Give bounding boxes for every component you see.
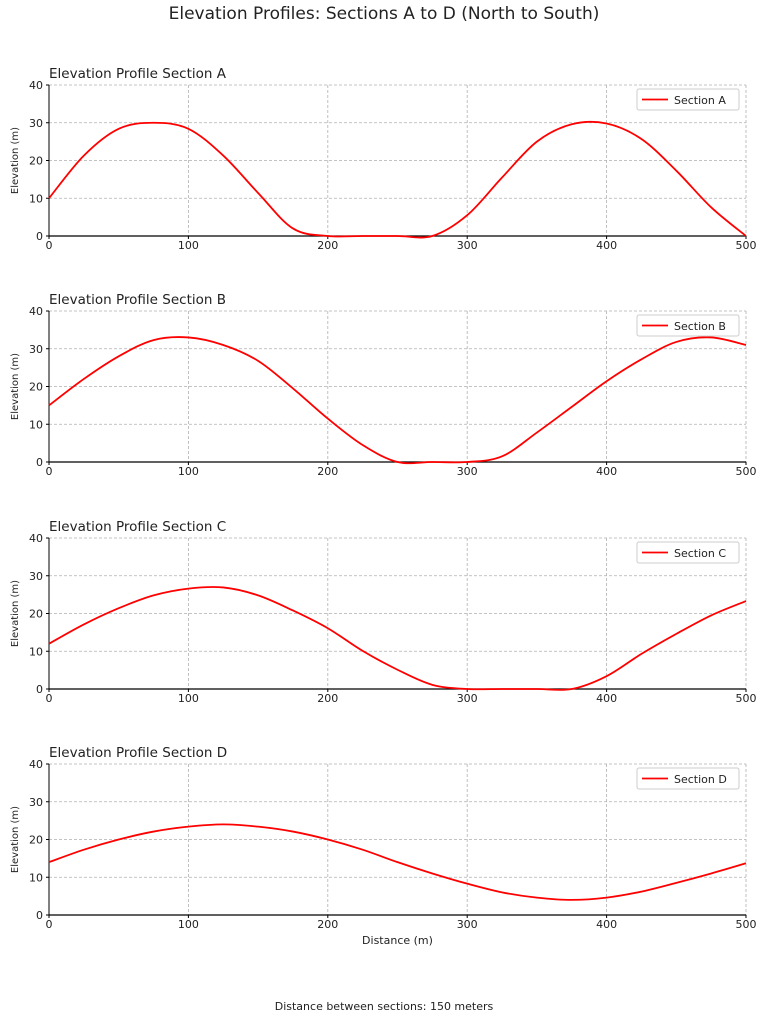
- chart-panel-3: 0 100 200 300 400 500 0 10 20 30 40 Elevation Profi…: [10, 745, 757, 947]
- y-tick-label: 10: [29, 871, 43, 884]
- y-tick-label: 20: [29, 155, 43, 168]
- y-tick-label: 0: [36, 683, 43, 696]
- x-tick-label: 100: [178, 692, 199, 705]
- x-tick-label: 500: [736, 239, 757, 252]
- x-tick-label: 300: [457, 239, 478, 252]
- y-tick-label: 0: [36, 456, 43, 469]
- y-axis-label: Elevation (m): [10, 127, 21, 194]
- chart-panel-1: 0 100 200 300 400 500 0 10 20 30 40 Elevation Profi…: [10, 292, 757, 478]
- series-line-section-b: [48, 336, 747, 465]
- x-tick-label: 0: [46, 918, 53, 931]
- x-tick-label: 0: [46, 465, 53, 478]
- legend: Section A: [636, 88, 740, 111]
- legend-label: Section C: [674, 547, 726, 560]
- x-tick-label: 300: [457, 692, 478, 705]
- x-axis-label: Distance (m): [362, 934, 433, 947]
- x-tick-label: 0: [46, 239, 53, 252]
- chart-panel-0: 0 100 200 300 400 500 0 10 20 30 40 Elevation Profi…: [10, 66, 757, 252]
- legend: Section D: [636, 767, 740, 790]
- x-tick-label: 500: [736, 918, 757, 931]
- y-tick-label: 30: [29, 796, 43, 809]
- panel-title: Elevation Profile Section A: [49, 66, 227, 82]
- series-line-section-d: [48, 823, 747, 901]
- x-tick-label: 0: [46, 692, 53, 705]
- y-tick-label: 30: [29, 343, 43, 356]
- x-tick-label: 200: [317, 692, 338, 705]
- y-tick-label: 40: [29, 305, 43, 318]
- x-tick-label: 500: [736, 692, 757, 705]
- panel-title: Elevation Profile Section B: [49, 292, 226, 308]
- x-tick-label: 100: [178, 239, 199, 252]
- x-tick-label: 100: [178, 918, 199, 931]
- x-tick-label: 100: [178, 465, 199, 478]
- x-tick-label: 400: [596, 918, 617, 931]
- y-tick-label: 0: [36, 230, 43, 243]
- x-tick-label: 300: [457, 918, 478, 931]
- y-tick-label: 30: [29, 570, 43, 583]
- x-tick-label: 200: [317, 465, 338, 478]
- figure-title: Elevation Profiles: Sections A to D (Nor…: [168, 4, 600, 24]
- y-tick-label: 20: [29, 834, 43, 847]
- legend-box: [636, 541, 740, 564]
- x-tick-label: 300: [457, 465, 478, 478]
- legend-label: Section B: [674, 320, 726, 333]
- x-tick-label: 400: [596, 465, 617, 478]
- x-tick-label: 200: [317, 918, 338, 931]
- y-tick-label: 30: [29, 117, 43, 130]
- y-tick-label: 10: [29, 192, 43, 205]
- x-tick-label: 200: [317, 239, 338, 252]
- legend-label: Section D: [674, 773, 727, 786]
- chart-panel-2: 0 100 200 300 400 500 0 10 20 30 40 Elevation Profi…: [10, 519, 757, 705]
- y-tick-label: 10: [29, 645, 43, 658]
- y-tick-label: 10: [29, 418, 43, 431]
- x-tick-label: 400: [596, 692, 617, 705]
- legend: Section B: [636, 314, 740, 337]
- y-tick-label: 40: [29, 79, 43, 92]
- y-tick-label: 20: [29, 381, 43, 394]
- y-axis-label: Elevation (m): [10, 580, 21, 647]
- series-line-section-a: [48, 120, 747, 239]
- series-line-section-c: [48, 586, 747, 691]
- legend-box: [636, 767, 740, 790]
- footnote: Distance between sections: 150 meters: [274, 1000, 494, 1013]
- y-tick-label: 20: [29, 608, 43, 621]
- y-tick-label: 0: [36, 909, 43, 922]
- y-axis-label: Elevation (m): [10, 353, 21, 420]
- y-tick-label: 40: [29, 758, 43, 771]
- legend-box: [636, 88, 740, 111]
- x-tick-label: 500: [736, 465, 757, 478]
- legend-label: Section A: [674, 94, 726, 107]
- panel-title: Elevation Profile Section D: [49, 745, 227, 761]
- panel-title: Elevation Profile Section C: [49, 519, 226, 535]
- x-tick-label: 400: [596, 239, 617, 252]
- y-axis-label: Elevation (m): [10, 806, 21, 873]
- legend: Section C: [636, 541, 740, 564]
- legend-box: [636, 314, 740, 337]
- y-tick-label: 40: [29, 532, 43, 545]
